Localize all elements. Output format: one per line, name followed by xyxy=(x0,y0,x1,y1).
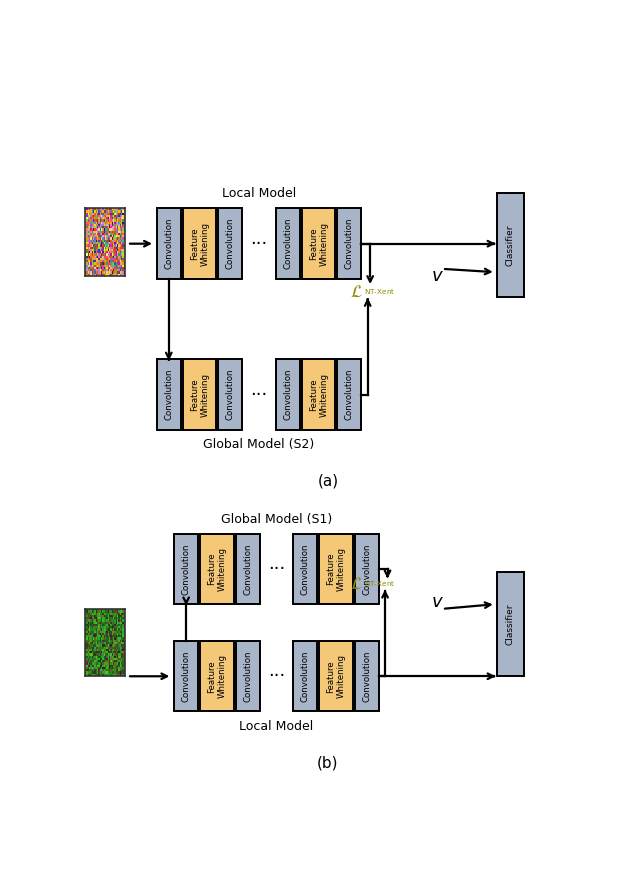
FancyBboxPatch shape xyxy=(182,360,216,429)
FancyBboxPatch shape xyxy=(200,534,234,604)
Text: Feature
Whitening: Feature Whitening xyxy=(309,222,328,266)
FancyBboxPatch shape xyxy=(301,360,335,429)
Text: Convolution: Convolution xyxy=(362,544,371,595)
FancyBboxPatch shape xyxy=(200,641,234,712)
FancyBboxPatch shape xyxy=(236,534,260,604)
Text: Feature
Whitening: Feature Whitening xyxy=(207,547,227,591)
Text: Feature
Whitening: Feature Whitening xyxy=(326,654,346,699)
FancyBboxPatch shape xyxy=(301,208,335,279)
Text: Convolution: Convolution xyxy=(182,651,191,702)
Text: Convolution: Convolution xyxy=(226,368,235,421)
Text: Global Model (S1): Global Model (S1) xyxy=(221,513,332,526)
Text: Classifier: Classifier xyxy=(506,225,515,267)
FancyBboxPatch shape xyxy=(497,572,524,676)
Text: Feature
Whitening: Feature Whitening xyxy=(326,547,346,591)
Text: Feature
Whitening: Feature Whitening xyxy=(190,222,209,266)
FancyBboxPatch shape xyxy=(293,641,317,712)
Text: Convolution: Convolution xyxy=(284,218,292,269)
Text: $_{\mathrm{NT\text{-}Xent}}$: $_{\mathrm{NT\text{-}Xent}}$ xyxy=(364,287,395,297)
Text: Convolution: Convolution xyxy=(164,368,173,421)
Text: (b): (b) xyxy=(317,755,339,770)
Text: Convolution: Convolution xyxy=(345,368,354,421)
Text: Feature
Whitening: Feature Whitening xyxy=(309,373,328,416)
Text: $\mathcal{L}$: $\mathcal{L}$ xyxy=(350,575,363,593)
Text: Feature
Whitening: Feature Whitening xyxy=(207,654,227,699)
Text: Classifier: Classifier xyxy=(506,604,515,645)
Text: Convolution: Convolution xyxy=(226,218,235,269)
Text: $_{\mathrm{NT\text{-}Xent}}$: $_{\mathrm{NT\text{-}Xent}}$ xyxy=(364,579,395,589)
FancyBboxPatch shape xyxy=(174,641,198,712)
Text: (a): (a) xyxy=(317,474,339,489)
FancyBboxPatch shape xyxy=(293,534,317,604)
Text: $\boldsymbol{\mathit{v}}$: $\boldsymbol{\mathit{v}}$ xyxy=(431,593,444,611)
Text: Global Model (S2): Global Model (S2) xyxy=(204,438,315,451)
Text: Convolution: Convolution xyxy=(301,651,310,702)
FancyBboxPatch shape xyxy=(218,360,242,429)
Text: ···: ··· xyxy=(250,234,268,253)
Text: Local Model: Local Model xyxy=(239,719,314,733)
FancyBboxPatch shape xyxy=(157,360,180,429)
FancyBboxPatch shape xyxy=(236,641,260,712)
FancyBboxPatch shape xyxy=(337,360,361,429)
FancyBboxPatch shape xyxy=(355,534,379,604)
FancyBboxPatch shape xyxy=(355,641,379,712)
FancyBboxPatch shape xyxy=(337,208,361,279)
FancyBboxPatch shape xyxy=(218,208,242,279)
FancyBboxPatch shape xyxy=(276,208,300,279)
FancyBboxPatch shape xyxy=(276,360,300,429)
Text: Feature
Whitening: Feature Whitening xyxy=(190,373,209,416)
Text: Convolution: Convolution xyxy=(345,218,354,269)
Text: $\mathcal{L}$: $\mathcal{L}$ xyxy=(350,283,363,301)
Text: Convolution: Convolution xyxy=(164,218,173,269)
FancyBboxPatch shape xyxy=(497,193,524,297)
FancyBboxPatch shape xyxy=(319,534,353,604)
Text: Convolution: Convolution xyxy=(182,544,191,595)
Text: Convolution: Convolution xyxy=(284,368,292,421)
FancyBboxPatch shape xyxy=(157,208,180,279)
Text: Convolution: Convolution xyxy=(301,544,310,595)
Text: Local Model: Local Model xyxy=(222,187,296,200)
Text: $\boldsymbol{\mathit{v}}$: $\boldsymbol{\mathit{v}}$ xyxy=(431,267,444,285)
Text: Convolution: Convolution xyxy=(243,544,252,595)
Text: ···: ··· xyxy=(268,667,285,685)
FancyBboxPatch shape xyxy=(174,534,198,604)
FancyBboxPatch shape xyxy=(182,208,216,279)
Text: ···: ··· xyxy=(250,386,268,403)
FancyBboxPatch shape xyxy=(319,641,353,712)
Text: Convolution: Convolution xyxy=(243,651,252,702)
Text: ···: ··· xyxy=(268,560,285,578)
Text: Convolution: Convolution xyxy=(362,651,371,702)
